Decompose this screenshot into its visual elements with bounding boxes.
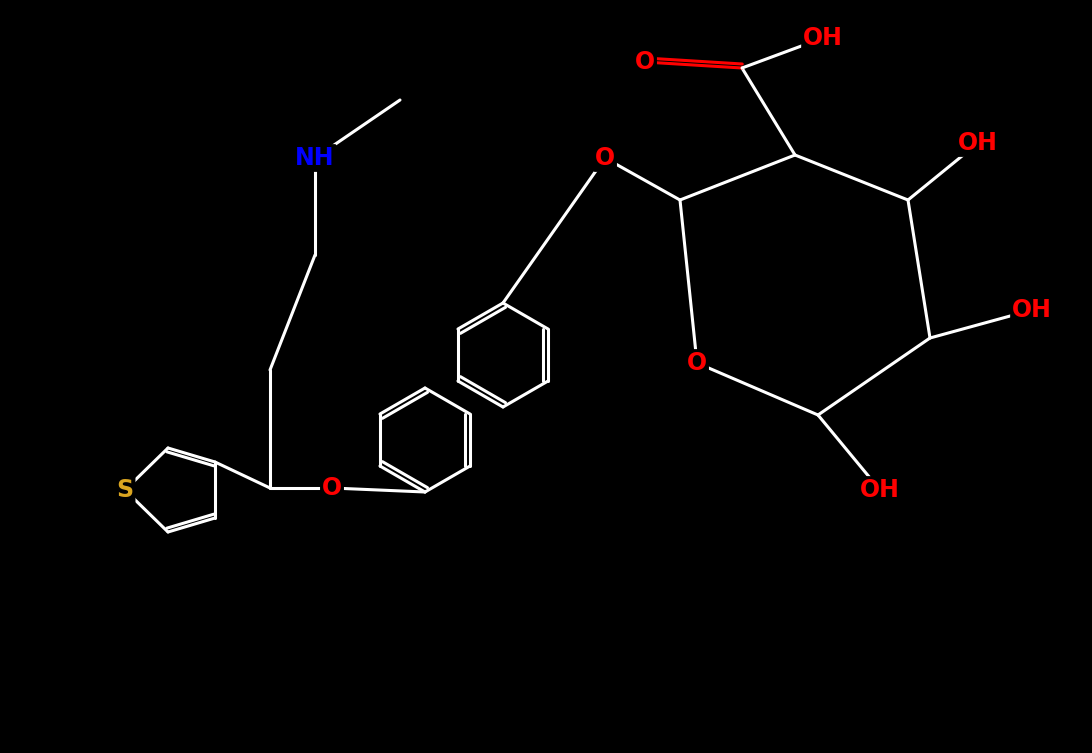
- Text: O: O: [595, 146, 615, 170]
- Text: OH: OH: [958, 131, 998, 155]
- Text: O: O: [687, 351, 707, 375]
- Text: O: O: [322, 476, 342, 500]
- Text: OH: OH: [1012, 298, 1052, 322]
- Text: OH: OH: [803, 26, 843, 50]
- Text: OH: OH: [860, 478, 900, 502]
- Text: S: S: [117, 478, 133, 502]
- Text: O: O: [634, 50, 655, 74]
- Text: NH: NH: [295, 146, 335, 170]
